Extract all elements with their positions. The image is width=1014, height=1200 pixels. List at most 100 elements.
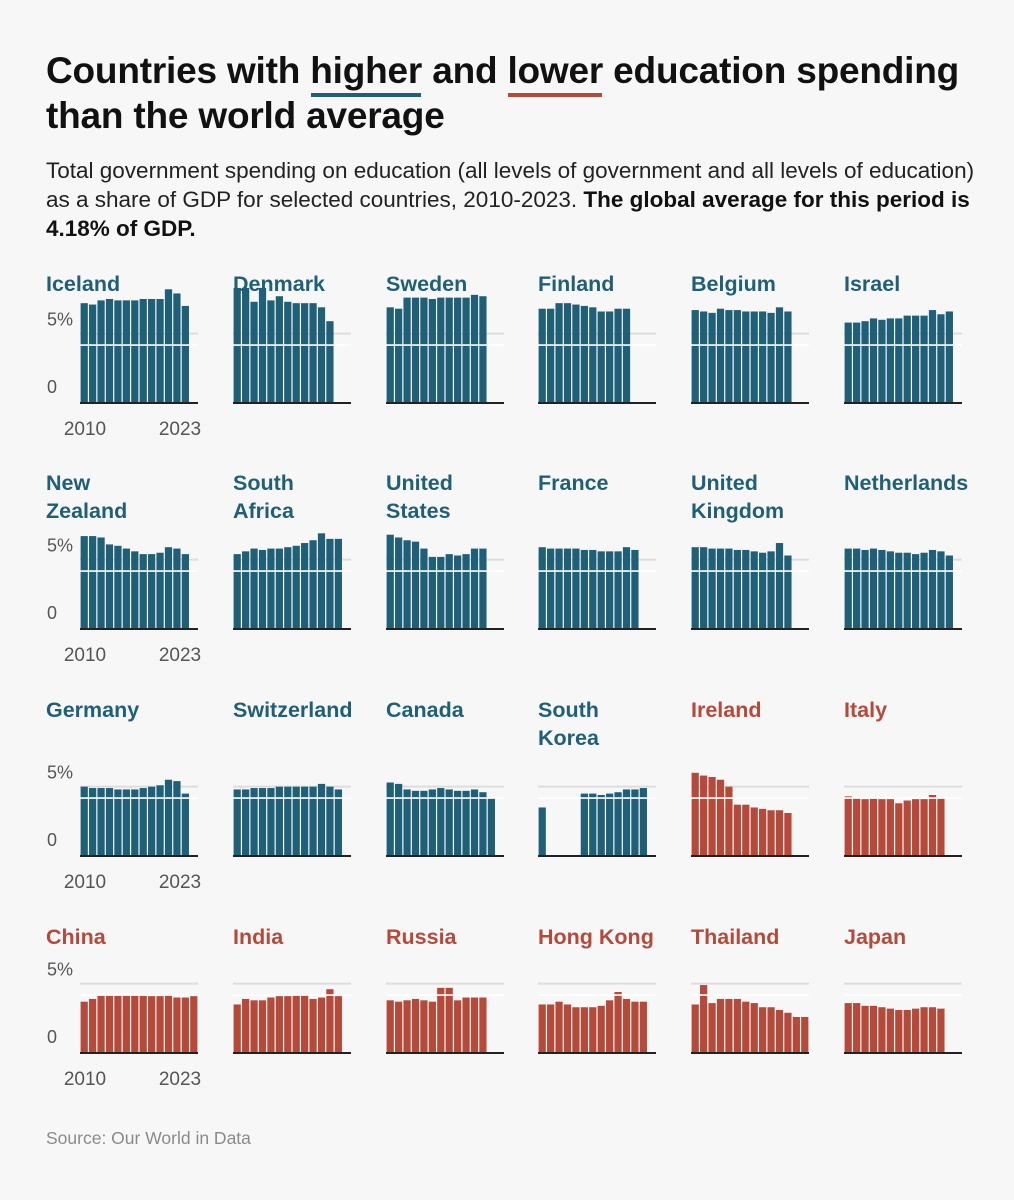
subtitle-text: Total government spending on education (… (46, 158, 975, 212)
bar-2018 (454, 790, 462, 856)
panel-iceland: Iceland 5% 0 2010 2023 (46, 272, 201, 440)
bar-2015 (580, 305, 588, 403)
y-tick-label: 5% (47, 536, 73, 556)
bar-2021 (631, 789, 639, 856)
bar-2017 (139, 299, 147, 403)
bar-2015 (122, 548, 130, 629)
bar-2022 (945, 311, 953, 403)
x-tick-label: 2010 (64, 1069, 106, 1090)
bar-2022 (181, 997, 189, 1053)
bar-2018 (606, 311, 614, 403)
bar-2018 (148, 299, 156, 403)
bar-2017 (750, 311, 758, 403)
bar-2017 (445, 987, 453, 1053)
bar-2017 (903, 800, 911, 856)
y-tick-label: 5% (47, 763, 73, 783)
bar-2021 (937, 797, 945, 856)
bar-2019 (309, 540, 317, 629)
bar-2017 (292, 545, 300, 629)
title-higher: higher (310, 50, 423, 97)
bar-2022 (639, 1001, 647, 1053)
bar-2010 (691, 547, 699, 629)
bar-2010 (233, 554, 241, 629)
panel-japan: Japan (844, 925, 962, 1054)
bar-2015 (428, 1001, 436, 1053)
bar-2010 (538, 547, 546, 629)
bar-2012 (250, 1000, 258, 1053)
subtitle: Total government spending on education (… (46, 156, 976, 243)
bar-2016 (589, 549, 597, 629)
bar-2018 (759, 808, 767, 856)
bar-2011 (547, 548, 555, 629)
bar-2012 (708, 548, 716, 629)
bar-2014 (725, 310, 733, 403)
y-tick-label: 5% (47, 960, 73, 980)
bar-2010 (233, 1004, 241, 1053)
bar-2017 (292, 303, 300, 403)
bar-2020 (775, 810, 784, 856)
panel-south-africa: South Africa (233, 471, 351, 630)
country-label-hong-kong: Hong Kong (538, 925, 654, 949)
title-part-2: and (422, 50, 508, 91)
bar-2012 (555, 303, 563, 403)
bar-2011 (700, 547, 708, 629)
bar-2010 (844, 796, 852, 856)
bar-2016 (589, 307, 597, 403)
bar-2010 (844, 548, 852, 629)
panel-germany: Germany 5% 0 2010 2023 (46, 698, 201, 893)
panel-new-zealand: New Zealand 5% 0 2010 2023 (46, 471, 201, 666)
bar-2020 (622, 308, 631, 403)
panel-finland: Finland (538, 272, 656, 404)
bar-2018 (301, 994, 309, 1053)
bar-2022 (181, 305, 189, 403)
country-label-line: Zealand (46, 499, 127, 523)
bar-2021 (479, 997, 487, 1053)
bar-2015 (428, 556, 436, 629)
bar-2018 (148, 996, 156, 1053)
bar-2019 (767, 810, 775, 856)
bar-2014 (267, 548, 275, 629)
bar-2010 (538, 1004, 546, 1053)
country-label-line: Kingdom (691, 499, 784, 523)
country-label-united-kingdom: United Kingdom (691, 471, 784, 523)
bar-2017 (445, 554, 453, 629)
bar-2013 (563, 303, 572, 403)
bar-2012 (97, 537, 105, 629)
title-part-3: education spending than the world averag… (46, 50, 960, 136)
bar-2022 (181, 554, 189, 629)
bar-2018 (759, 311, 767, 403)
country-label-india: India (233, 925, 284, 949)
bar-2011 (89, 998, 97, 1053)
bar-2014 (420, 297, 428, 403)
bar-2011 (547, 308, 555, 403)
country-label-line: South (538, 698, 599, 722)
bar-2019 (767, 551, 775, 629)
bar-2013 (105, 788, 114, 856)
bar-2023 (801, 1016, 809, 1053)
bar-2015 (886, 1008, 894, 1053)
bar-2017 (597, 1005, 605, 1053)
bar-2015 (428, 789, 436, 856)
bar-2016 (284, 301, 292, 403)
bar-2016 (131, 551, 139, 629)
bar-2014 (572, 548, 580, 629)
bar-2021 (631, 1001, 639, 1053)
panel-hong-kong: Hong Kong (538, 925, 656, 1054)
bar-2023 (190, 996, 198, 1053)
bar-2017 (597, 794, 605, 856)
bar-2013 (869, 797, 878, 856)
bar-2013 (105, 299, 114, 403)
bar-2021 (173, 997, 181, 1053)
bar-2013 (411, 998, 420, 1053)
country-label-ireland: Ireland (691, 698, 762, 722)
bar-2016 (131, 300, 139, 403)
bar-2012 (555, 548, 563, 629)
bar-2021 (326, 321, 334, 403)
bar-2018 (606, 1000, 614, 1053)
bar-2019 (614, 551, 622, 629)
bar-2019 (462, 997, 470, 1053)
bar-2015 (733, 804, 741, 856)
panel-india: India (233, 925, 351, 1054)
bar-2017 (139, 788, 147, 856)
